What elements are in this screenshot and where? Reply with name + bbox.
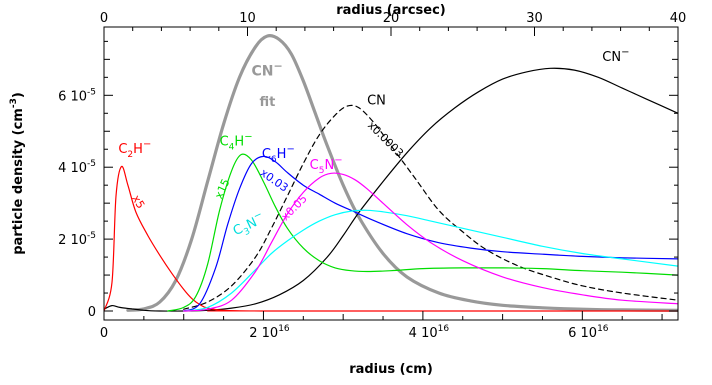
x-tick-label: 4 1016 <box>409 324 450 341</box>
label-c4h-factor: x15 <box>212 177 232 201</box>
label-cn: CN <box>367 93 386 108</box>
label-c2h-minus: C2H− <box>118 139 151 160</box>
series-layer <box>104 34 678 312</box>
label-c3n-minus: C3N− <box>230 209 269 242</box>
x2-axis-label: radius (arcsec) <box>336 3 446 18</box>
x2-tick-label: 0 <box>100 11 108 26</box>
label-c5n-factor: x0.05 <box>279 192 310 223</box>
x-tick-label: 2 1016 <box>249 324 290 341</box>
label-cn-minus-fit: CN− <box>251 60 282 80</box>
x2-tick-label: 30 <box>526 11 543 26</box>
label-cn-minus: CN− <box>602 47 629 65</box>
series-c4h-minus <box>167 153 678 312</box>
x-tick-label: 6 1016 <box>568 324 609 341</box>
label-cn-factor: x0.0003 <box>365 119 406 160</box>
series-cn-minus <box>104 67 678 312</box>
label-c4h-minus: C4H− <box>220 132 253 153</box>
label-fit: fit <box>259 95 275 110</box>
series-c2h-minus <box>104 165 678 312</box>
x-axis-label: radius (cm) <box>349 362 433 377</box>
x2-tick-label: 20 <box>383 11 400 26</box>
y-tick-label: 2 10-5 <box>58 231 96 248</box>
annotation-layer: CN−CN−fit CNx0.0003C2H−x5C4H−x15C6H−x0.03… <box>118 47 629 242</box>
plot-frame <box>103 26 679 321</box>
series-cn-minus-fit <box>126 34 678 312</box>
x2-tick-label: 10 <box>239 11 256 26</box>
label-c6h-minus: C6H− <box>262 144 295 165</box>
label-c2h-factor: x5 <box>129 193 147 211</box>
x2-tick-label: 40 <box>670 11 687 26</box>
y-tick-label: 0 <box>88 305 96 320</box>
tick-layer <box>103 27 679 320</box>
y-tick-label: 4 10-5 <box>58 159 96 176</box>
x-tick-label: 0 <box>100 326 108 341</box>
y-axis-label: particle density (cm-3) <box>9 92 26 255</box>
tick-label-layer: 0 2 1016 4 1016 6 1016 0 10 20 30 40 0 2 10-5 4 10-… <box>58 11 686 341</box>
series-c5n-minus <box>183 172 678 312</box>
label-c5n-minus: C5N− <box>310 155 343 176</box>
series-cn <box>183 104 678 310</box>
series-c6h-minus <box>183 155 678 312</box>
y-tick-label: 6 10-5 <box>58 87 96 104</box>
